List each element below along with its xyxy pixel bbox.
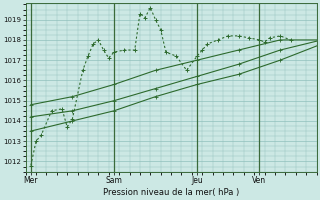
X-axis label: Pression niveau de la mer( hPa ): Pression niveau de la mer( hPa ): [103, 188, 239, 197]
